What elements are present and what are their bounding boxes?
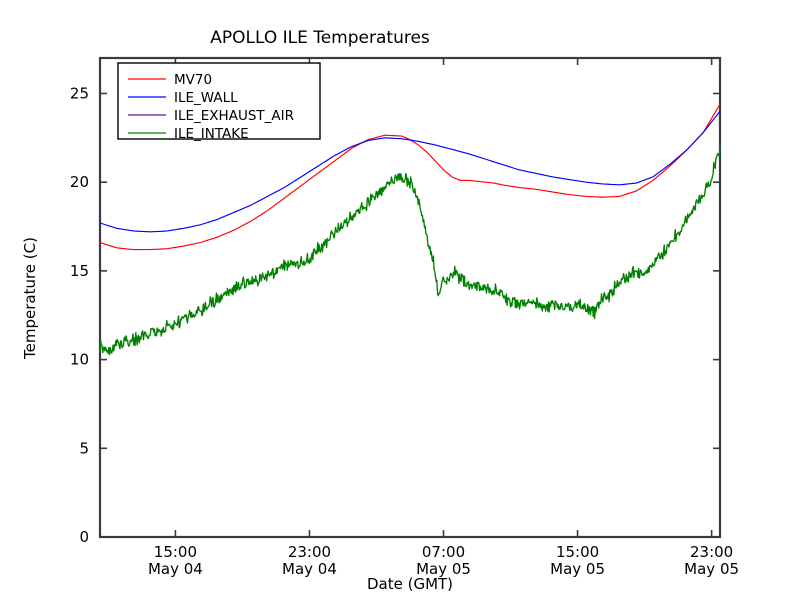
axes-border — [98, 56, 722, 539]
series-line-mv70 — [99, 103, 721, 251]
legend-box — [117, 62, 321, 140]
x-tick-label-date: May 04 — [148, 560, 203, 578]
y-tick-label: 5 — [79, 439, 89, 457]
x-tick-label-date: May 05 — [684, 560, 739, 578]
y-tick-label: 10 — [70, 351, 89, 369]
x-tick-label-time: 15:00 — [154, 543, 197, 561]
y-axis-title: Temperature (C) — [21, 237, 39, 360]
x-tick-label-date: May 05 — [416, 560, 471, 578]
y-tick-label: 0 — [79, 528, 89, 546]
legend-label-mv70: MV70 — [174, 72, 212, 88]
x-tick-label-date: May 04 — [282, 560, 337, 578]
x-tick-label-time: 07:00 — [422, 543, 465, 561]
legend-label-ile_wall: ILE_WALL — [174, 90, 238, 106]
x-tick-label-time: 23:00 — [288, 543, 331, 561]
x-axis-title: Date (GMT) — [367, 575, 453, 593]
y-axis-ticks: 0 5 10 15 20 25 — [70, 84, 720, 546]
y-tick-label: 15 — [70, 262, 89, 280]
chart-title: APOLLO ILE Temperatures — [210, 28, 430, 48]
y-tick-label: 20 — [70, 173, 89, 191]
series-line-ile_wall — [99, 110, 721, 233]
plot-frame — [98, 56, 722, 539]
chart-legend: MV70 ILE_WALL ILE_EXHAUST_AIR ILE_INTAKE — [117, 62, 321, 142]
legend-label-ile_intake: ILE_INTAKE — [174, 126, 249, 142]
series-line-ile_intake — [99, 145, 721, 356]
data-series-group — [99, 103, 721, 356]
legend-label-ile_exhaust_air: ILE_EXHAUST_AIR — [174, 108, 294, 124]
x-tick-label-time: 23:00 — [690, 543, 733, 561]
legend-entries: MV70 ILE_WALL ILE_EXHAUST_AIR ILE_INTAKE — [128, 72, 294, 142]
x-tick-label-date: May 05 — [550, 560, 605, 578]
x-tick-label-time: 15:00 — [556, 543, 599, 561]
y-tick-label: 25 — [70, 84, 89, 102]
